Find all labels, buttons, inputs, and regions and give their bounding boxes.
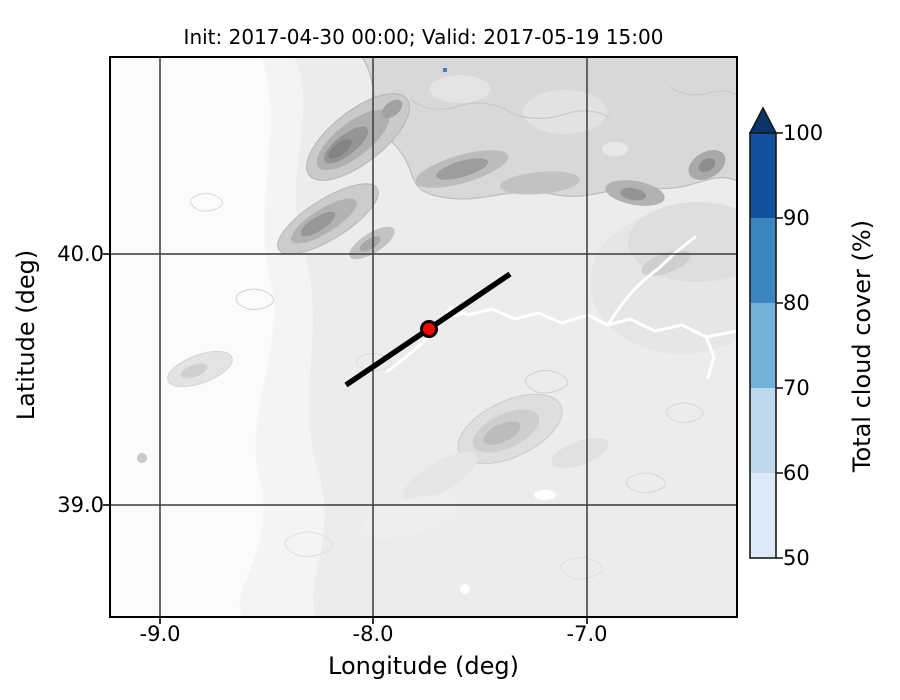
colorbar-seg-90-100 — [750, 133, 776, 218]
axis-ticks — [103, 253, 588, 624]
cbar-tick-70: 70 — [783, 376, 810, 400]
x-axis-label: Longitude (deg) — [328, 652, 519, 680]
xtick-label-minus7: -7.0 — [566, 622, 608, 646]
colorbar-seg-50-60 — [750, 473, 776, 558]
axes-frame — [109, 56, 738, 618]
colorbar-seg-60-70 — [750, 388, 776, 473]
cbar-tick-100: 100 — [783, 121, 824, 145]
ytick-label-40: 40.0 — [57, 242, 104, 266]
colorbar — [748, 106, 783, 559]
cbar-tick-50: 50 — [783, 546, 810, 570]
xtick-label-minus9: -9.0 — [139, 622, 181, 646]
cbar-tick-60: 60 — [783, 461, 810, 485]
map-plot — [103, 56, 738, 624]
colorbar-seg-70-80 — [750, 303, 776, 388]
station-marker — [420, 320, 438, 338]
plot-title: Init: 2017-04-30 00:00; Valid: 2017-05-1… — [183, 25, 664, 49]
colorbar-outline — [749, 132, 777, 559]
colorbar-label: Total cloud cover (%) — [848, 219, 876, 473]
cbar-tick-90: 90 — [783, 206, 810, 230]
colorbar-over-arrow — [748, 106, 778, 134]
terrain-layer — [110, 57, 737, 617]
y-axis-label: Latitude (deg) — [12, 249, 40, 421]
ytick-label-39: 39.0 — [57, 493, 104, 517]
cbar-tick-80: 80 — [783, 291, 810, 315]
colorbar-seg-80-90 — [750, 218, 776, 303]
blue-speck — [443, 68, 447, 72]
graticule-grid — [110, 57, 737, 617]
xtick-label-minus8: -8.0 — [352, 622, 394, 646]
river-lines — [386, 235, 737, 379]
colorbar-ticks — [776, 132, 783, 559]
